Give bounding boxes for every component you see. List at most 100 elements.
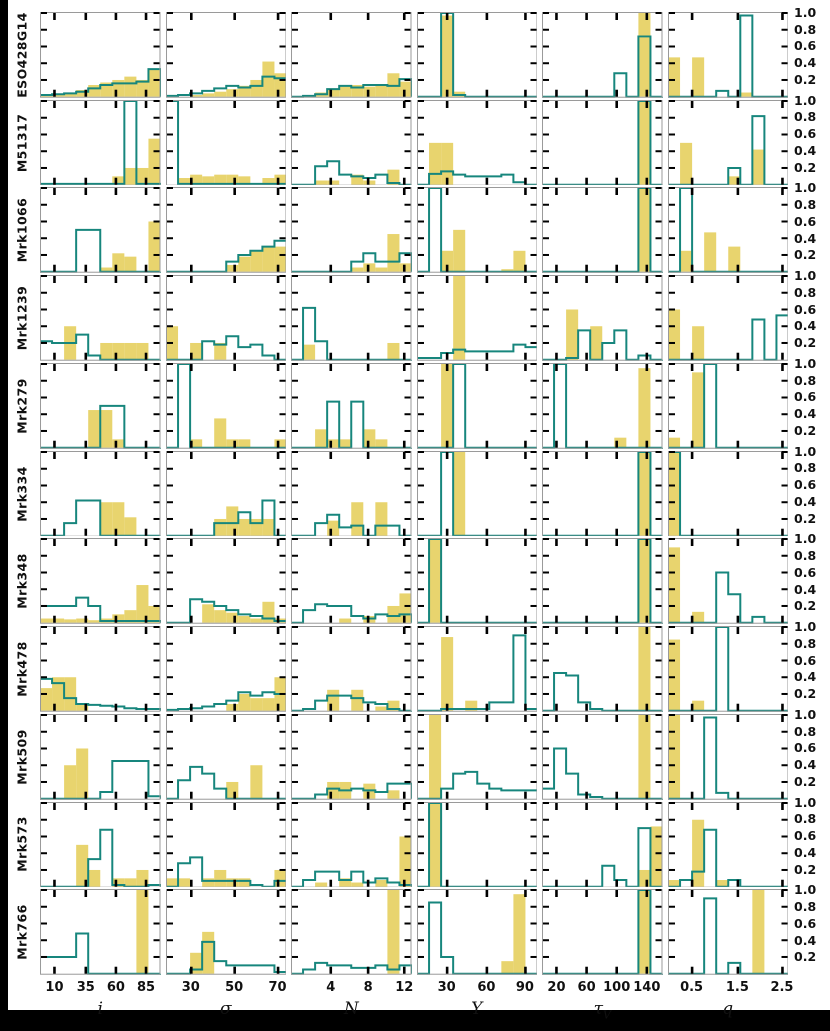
step-histogram <box>40 99 161 185</box>
axis-ticks <box>543 538 662 624</box>
hist-panel-Mrk1239-σ <box>165 275 286 361</box>
y-tick-label: 0.2 <box>794 510 817 526</box>
step-histogram <box>667 626 788 712</box>
axis-ticks <box>41 187 160 273</box>
axis-ticks <box>166 99 285 185</box>
panel-border <box>416 538 537 625</box>
hist-panel-Mrk509-τV <box>542 713 663 800</box>
x-tick-label: 50 <box>225 980 244 995</box>
hist-panel-ESO428G14-τV <box>542 12 663 98</box>
panel-border <box>542 801 663 888</box>
hist-panel-Mrk478-i <box>40 626 161 712</box>
y-tick-label: 0.4 <box>794 757 817 773</box>
panel-border <box>291 713 412 800</box>
y-tick-label: 1.0 <box>794 180 817 196</box>
axis-ticks <box>668 187 787 273</box>
step-histogram <box>291 603 412 625</box>
hist-panel-Mrk348-i <box>40 538 161 625</box>
panel-border <box>40 713 161 800</box>
axis-ticks <box>668 275 787 360</box>
filled-histogram <box>213 506 274 536</box>
filled-histogram <box>667 451 680 536</box>
filled-histogram <box>315 429 388 448</box>
panel-border <box>291 801 412 888</box>
filled-histogram <box>428 714 441 799</box>
hist-panel-Mrk1066-i <box>40 187 161 274</box>
y-tick-label: 0.8 <box>794 548 817 564</box>
filled-histogram <box>428 802 441 887</box>
axis-ticks <box>166 713 285 799</box>
hist-panel-Mrk1239-q <box>667 275 788 361</box>
panel-border <box>416 450 537 537</box>
filled-histogram <box>440 637 477 711</box>
panel-border <box>667 450 788 537</box>
axis-ticks <box>166 626 285 711</box>
y-tick-label: 0.6 <box>794 38 817 54</box>
hist-panel-ESO428G14-Y <box>416 12 537 98</box>
y-tick-label: 0.2 <box>794 335 817 351</box>
filled-histogram <box>500 894 525 974</box>
hist-panel-Mrk1239-i <box>40 275 161 361</box>
axis-ticks <box>166 450 285 536</box>
axis-ticks <box>166 801 285 887</box>
step-histogram <box>667 362 788 449</box>
hist-panel-ESO428G14-i <box>40 12 161 98</box>
row-label-Mrk1066: Mrk1066 <box>14 198 30 263</box>
y-tick-label: 0.4 <box>794 230 817 246</box>
y-tick-label: 0.2 <box>794 773 817 789</box>
y-tick-label: 0.8 <box>794 197 817 213</box>
step-histogram <box>416 343 537 360</box>
panel-border <box>40 362 161 449</box>
axis-ticks <box>41 450 160 536</box>
row-label-Mrk766: Mrk766 <box>14 904 30 960</box>
panel-border <box>416 187 537 274</box>
column-title-q: q <box>722 999 734 1019</box>
panel-border <box>542 12 663 98</box>
step-histogram <box>667 314 788 361</box>
panel-border <box>667 275 788 361</box>
panel-border <box>667 626 788 712</box>
panel-border <box>542 187 663 274</box>
y-tick-label: 0.2 <box>794 159 817 175</box>
axis-ticks <box>543 889 662 974</box>
y-tick-label: 0.2 <box>794 247 817 263</box>
y-tick-label: 0.4 <box>794 844 817 860</box>
hist-panel-Mrk509-σ <box>165 713 286 800</box>
axis-ticks <box>668 362 787 448</box>
panel-border <box>667 187 788 274</box>
axis-ticks <box>668 889 787 974</box>
y-tick-label: 1.0 <box>794 706 817 722</box>
axis-ticks <box>668 12 787 97</box>
axis-ticks <box>668 450 787 536</box>
hist-panel-Mrk1066-N <box>291 187 412 274</box>
panel-border <box>416 99 537 186</box>
panel-border <box>165 626 286 712</box>
y-tick-label: 0.6 <box>794 915 817 931</box>
hist-panel-Mrk334-q <box>667 450 788 537</box>
panel-border <box>667 801 788 888</box>
panel-border <box>165 362 286 449</box>
filled-histogram <box>679 142 764 185</box>
step-histogram <box>165 941 286 975</box>
step-histogram <box>291 870 412 888</box>
y-tick-label: 0.2 <box>794 686 817 702</box>
hist-panel-Mrk279-N <box>291 362 412 449</box>
step-histogram <box>416 362 537 449</box>
panel-border <box>291 187 412 274</box>
panel-border <box>542 450 663 537</box>
filled-histogram <box>327 501 388 536</box>
hist-panel-Mrk478-Y <box>416 626 537 712</box>
step-histogram <box>40 68 161 97</box>
axis-ticks <box>417 275 536 360</box>
y-tick-label: 0.8 <box>794 21 817 37</box>
axis-ticks <box>292 713 411 799</box>
y-tick-label: 1.0 <box>794 794 817 810</box>
column-title-τV: τV <box>593 999 611 1022</box>
row-label-ESO428G14: ESO428G14 <box>14 12 30 98</box>
step-histogram <box>291 78 412 98</box>
hist-panel-Mrk334-N <box>291 450 412 537</box>
filled-histogram <box>667 547 704 624</box>
y-tick-label: 0.6 <box>794 389 817 405</box>
y-tick-label: 0.4 <box>794 669 817 685</box>
y-tick-label: 1.0 <box>794 882 817 898</box>
